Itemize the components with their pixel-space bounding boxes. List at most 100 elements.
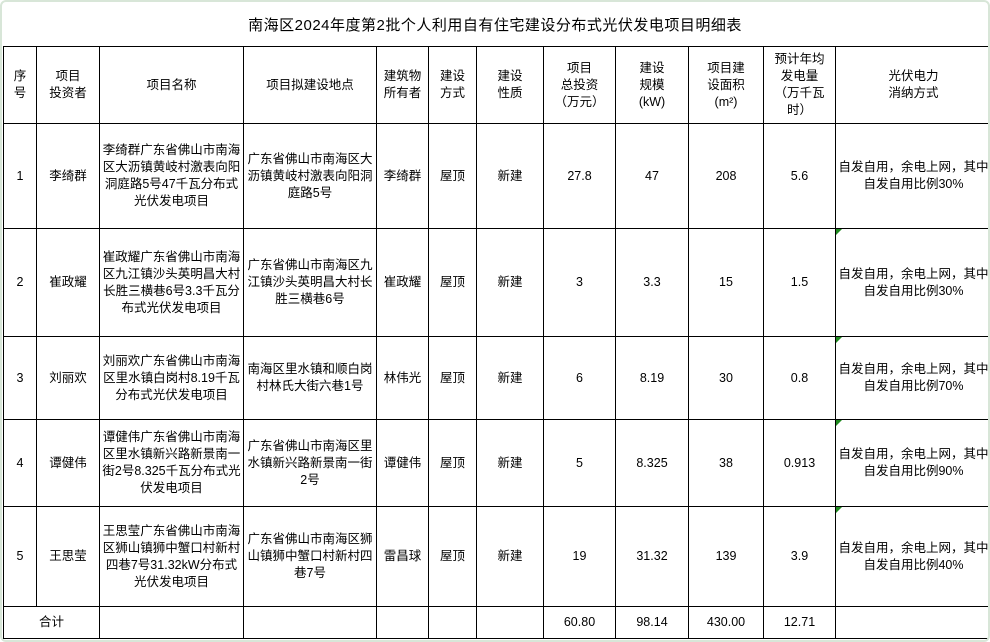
consumption-text: 自发自用，余电上网，其中自发自用比例30% bbox=[838, 160, 989, 191]
col-header-investment: 项目 总投资 （万元） bbox=[543, 46, 616, 124]
empty-cell bbox=[99, 606, 244, 639]
empty-cell bbox=[243, 606, 377, 639]
col-header-consumption: 光伏电力 消纳方式 bbox=[835, 46, 988, 124]
cell-consumption: 自发自用，余电上网，其中自发自用比例40% bbox=[835, 506, 989, 607]
cell-consumption: 自发自用，余电上网，其中自发自用比例70% bbox=[835, 336, 989, 420]
cell-investment: 5 bbox=[543, 419, 616, 507]
cell-investment: 27.8 bbox=[543, 123, 616, 229]
cell-annual-gen: 0.8 bbox=[763, 336, 836, 420]
total-annual-gen: 12.71 bbox=[763, 606, 836, 639]
cell-owner: 谭健伟 bbox=[376, 419, 429, 507]
cell-location: 南海区里水镇和顺白岗村林氏大街六巷1号 bbox=[243, 336, 377, 420]
cell-scale: 8.19 bbox=[615, 336, 689, 420]
total-investment: 60.80 bbox=[543, 606, 616, 639]
col-header-annual-gen: 预计年均 发电量 （万千瓦 时） bbox=[763, 46, 836, 124]
cell-build-mode: 屋顶 bbox=[428, 336, 477, 420]
col-header-owner: 建筑物 所有者 bbox=[376, 46, 429, 124]
cell-location: 广东省佛山市南海区里水镇新兴路新景南一街2号 bbox=[243, 419, 377, 507]
cell-project-name: 王思莹广东省佛山市南海区狮山镇狮中蟹口村新村四巷7号31.32kW分布式光伏发电… bbox=[99, 506, 244, 607]
cell-build-mode: 屋顶 bbox=[428, 228, 477, 337]
col-header-no: 序 号 bbox=[3, 46, 37, 124]
col-header-scale: 建设 规模 (kW) bbox=[615, 46, 689, 124]
total-label: 合计 bbox=[3, 606, 100, 639]
pv-projects-table: 序 号 项目 投资者 项目名称 项目拟建设地点 建筑物 所有者 建设 方式 建设… bbox=[3, 46, 989, 639]
cell-area: 15 bbox=[688, 228, 764, 337]
table-row: 3 刘丽欢 刘丽欢广东省佛山市南海区里水镇白岗村8.19千瓦分布式光伏发电项目 … bbox=[3, 336, 989, 420]
table-row: 1 李绮群 李绮群广东省佛山市南海区大沥镇黄岐村激表向阳洞庭路5号47千瓦分布式… bbox=[3, 123, 989, 229]
cell-owner: 李绮群 bbox=[376, 123, 429, 229]
cell-corner-marker-icon bbox=[836, 507, 842, 513]
cell-no: 4 bbox=[3, 419, 37, 507]
cell-annual-gen: 3.9 bbox=[763, 506, 836, 607]
cell-project-name: 李绮群广东省佛山市南海区大沥镇黄岐村激表向阳洞庭路5号47千瓦分布式光伏发电项目 bbox=[99, 123, 244, 229]
page-title: 南海区2024年度第2批个人利用自有住宅建设分布式光伏发电项目明细表 bbox=[248, 16, 742, 34]
consumption-text: 自发自用，余电上网，其中自发自用比例40% bbox=[838, 540, 989, 572]
col-header-location: 项目拟建设地点 bbox=[243, 46, 377, 124]
cell-location: 广东省佛山市南海区大沥镇黄岐村激表向阳洞庭路5号 bbox=[243, 123, 377, 229]
cell-scale: 3.3 bbox=[615, 228, 689, 337]
cell-no: 3 bbox=[3, 336, 37, 420]
col-header-build-mode: 建设 方式 bbox=[428, 46, 477, 124]
consumption-text: 自发自用，余电上网，其中自发自用比例30% bbox=[838, 266, 989, 298]
cell-no: 5 bbox=[3, 506, 37, 607]
col-header-investor: 项目 投资者 bbox=[36, 46, 100, 124]
cell-consumption: 自发自用，余电上网，其中自发自用比例30% bbox=[835, 228, 989, 337]
cell-investment: 19 bbox=[543, 506, 616, 607]
cell-location: 广东省佛山市南海区九江镇沙头英明昌大村长胜三横巷6号 bbox=[243, 228, 377, 337]
cell-project-name: 谭健伟广东省佛山市南海区里水镇新兴路新景南一街2号8.325千瓦分布式光伏发电项… bbox=[99, 419, 244, 507]
cell-investor: 李绮群 bbox=[36, 123, 100, 229]
cell-area: 30 bbox=[688, 336, 764, 420]
cell-investor: 王思莹 bbox=[36, 506, 100, 607]
cell-project-name: 刘丽欢广东省佛山市南海区里水镇白岗村8.19千瓦分布式光伏发电项目 bbox=[99, 336, 244, 420]
cell-no: 1 bbox=[3, 123, 37, 229]
empty-cell bbox=[376, 606, 429, 639]
consumption-text: 自发自用，余电上网，其中自发自用比例90% bbox=[838, 447, 989, 478]
cell-build-mode: 屋顶 bbox=[428, 506, 477, 607]
cell-location: 广东省佛山市南海区狮山镇狮中蟹口村新村四巷7号 bbox=[243, 506, 377, 607]
cell-build-nature: 新建 bbox=[476, 506, 544, 607]
cell-scale: 47 bbox=[615, 123, 689, 229]
cell-investment: 6 bbox=[543, 336, 616, 420]
cell-build-mode: 屋顶 bbox=[428, 419, 477, 507]
cell-corner-marker-icon bbox=[836, 420, 842, 426]
cell-investment: 3 bbox=[543, 228, 616, 337]
cell-no: 2 bbox=[3, 228, 37, 337]
cell-build-nature: 新建 bbox=[476, 123, 544, 229]
cell-corner-marker-icon bbox=[836, 337, 842, 343]
table-row: 4 谭健伟 谭健伟广东省佛山市南海区里水镇新兴路新景南一街2号8.325千瓦分布… bbox=[3, 419, 989, 507]
cell-annual-gen: 5.6 bbox=[763, 123, 836, 229]
cell-consumption: 自发自用，余电上网，其中自发自用比例30% bbox=[835, 123, 989, 229]
cell-area: 208 bbox=[688, 123, 764, 229]
cell-build-nature: 新建 bbox=[476, 336, 544, 420]
cell-project-name: 崔政耀广东省佛山市南海区九江镇沙头英明昌大村长胜三横巷6号3.3千瓦分布式光伏发… bbox=[99, 228, 244, 337]
cell-build-nature: 新建 bbox=[476, 228, 544, 337]
cell-scale: 31.32 bbox=[615, 506, 689, 607]
cell-investor: 谭健伟 bbox=[36, 419, 100, 507]
col-header-area: 项目建 设面积 (m²) bbox=[688, 46, 764, 124]
empty-cell bbox=[835, 606, 988, 639]
cell-area: 139 bbox=[688, 506, 764, 607]
cell-area: 38 bbox=[688, 419, 764, 507]
cell-consumption: 自发自用，余电上网，其中自发自用比例90% bbox=[835, 419, 989, 507]
header-row: 序 号 项目 投资者 项目名称 项目拟建设地点 建筑物 所有者 建设 方式 建设… bbox=[3, 46, 988, 124]
total-scale: 98.14 bbox=[615, 606, 689, 639]
total-area: 430.00 bbox=[688, 606, 764, 639]
cell-investor: 刘丽欢 bbox=[36, 336, 100, 420]
table-row: 2 崔政耀 崔政耀广东省佛山市南海区九江镇沙头英明昌大村长胜三横巷6号3.3千瓦… bbox=[3, 228, 989, 337]
cell-owner: 雷昌球 bbox=[376, 506, 429, 607]
total-row: 合计 60.80 98.14 430.00 12.71 bbox=[3, 606, 988, 639]
cell-owner: 崔政耀 bbox=[376, 228, 429, 337]
col-header-project-name: 项目名称 bbox=[99, 46, 244, 124]
cell-annual-gen: 0.913 bbox=[763, 419, 836, 507]
cell-build-mode: 屋顶 bbox=[428, 123, 477, 229]
empty-cell bbox=[476, 606, 544, 639]
empty-cell bbox=[428, 606, 477, 639]
cell-build-nature: 新建 bbox=[476, 419, 544, 507]
cell-owner: 林伟光 bbox=[376, 336, 429, 420]
cell-scale: 8.325 bbox=[615, 419, 689, 507]
consumption-text: 自发自用，余电上网，其中自发自用比例70% bbox=[838, 362, 989, 393]
table-row: 5 王思莹 王思莹广东省佛山市南海区狮山镇狮中蟹口村新村四巷7号31.32kW分… bbox=[3, 506, 989, 607]
cell-corner-marker-icon bbox=[836, 229, 842, 235]
cell-annual-gen: 1.5 bbox=[763, 228, 836, 337]
